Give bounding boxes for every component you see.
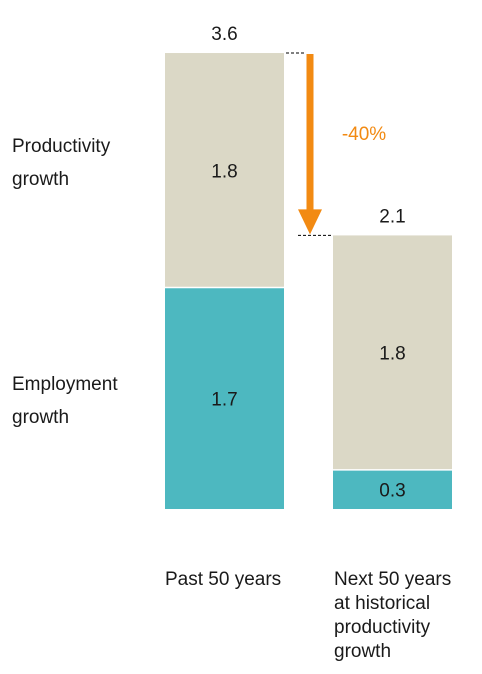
total-label: 2.1 [379, 206, 405, 227]
total-label: 3.6 [211, 24, 237, 45]
value-label: 0.3 [379, 480, 405, 501]
category-label-1: Past 50 years [165, 569, 281, 590]
series-label-productivity: growth [12, 169, 69, 190]
series-label-employment: Employment [12, 374, 118, 395]
bar-employment-1 [165, 287, 284, 509]
category-label-2: growth [334, 641, 391, 662]
series-labels: Productivity growth Employment growth [12, 136, 118, 428]
bar-productivity-2 [333, 235, 452, 470]
category-labels: Past 50 years Next 50 years at historical p… [165, 569, 451, 662]
annotation: -40% [298, 54, 386, 235]
series-label-employment: growth [12, 407, 69, 428]
decline-arrow-head [298, 209, 322, 235]
value-label: 1.8 [379, 344, 405, 365]
category-label-2: at historical [334, 593, 430, 614]
category-label-2: Next 50 years [334, 569, 451, 590]
value-label: 1.8 [211, 161, 237, 182]
value-labels: 1.7 1.8 3.6 0.3 1.8 2.1 [211, 24, 405, 501]
bar-employment-2 [333, 469, 452, 509]
decline-percent-label: -40% [342, 124, 386, 145]
connectors [286, 52, 333, 236]
category-label-2: productivity [334, 617, 431, 638]
bar-productivity-1 [165, 53, 284, 288]
series-label-productivity: Productivity [12, 136, 111, 157]
value-label: 1.7 [211, 389, 237, 410]
bars [165, 53, 452, 509]
